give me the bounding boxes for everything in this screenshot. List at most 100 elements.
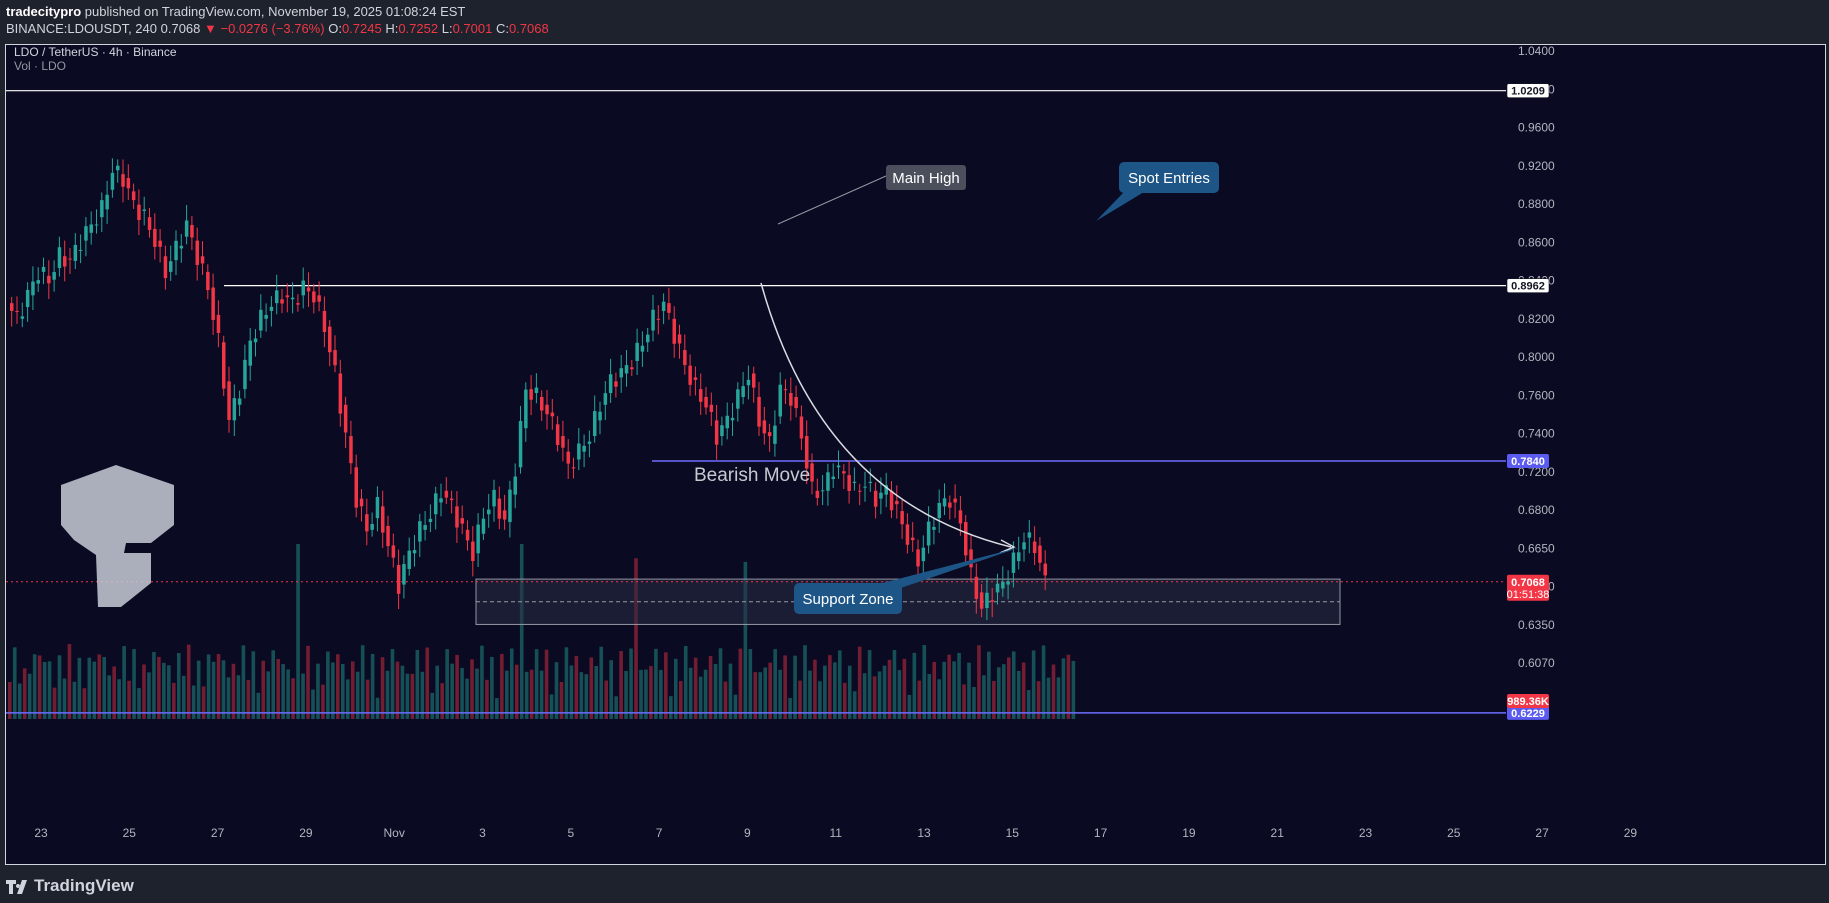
price-axis-badge-value: 0.7068: [1511, 577, 1545, 589]
volume-bar: [1041, 645, 1046, 719]
candle-body: [253, 338, 258, 343]
volume-bar: [226, 677, 231, 719]
chart-pane[interactable]: 1.04001.00000.96000.92000.88000.86000.84…: [5, 44, 1826, 865]
volume-bar: [176, 653, 181, 719]
main-high-label: Main High: [892, 170, 960, 187]
candle-body: [73, 244, 78, 261]
candle-body: [126, 178, 131, 189]
candle-body: [455, 506, 459, 528]
candle-body: [492, 489, 496, 507]
volume-bar: [445, 649, 449, 719]
time-tick-label: 19: [1182, 826, 1196, 840]
last-price: 0.7068: [160, 21, 201, 36]
volume-bar: [365, 679, 370, 719]
candle-body: [826, 472, 830, 491]
candle-body: [720, 425, 724, 437]
chart-legend-title: LDO / TetherUS · 4h · Binance: [14, 45, 177, 59]
candle-body: [524, 389, 528, 429]
main-high-pointer: [777, 175, 887, 225]
volume-bar: [470, 659, 474, 719]
volume-bar: [733, 694, 738, 719]
volume-bar: [818, 681, 822, 719]
volume-bar: [22, 668, 27, 719]
candle-body: [41, 266, 46, 272]
candle-body: [10, 303, 14, 311]
volume-bar: [276, 659, 280, 719]
high-value: 0.7252: [398, 21, 439, 36]
price-axis-badge: [1507, 574, 1549, 601]
symbol-ohlc-line: BINANCE:LDOUSDT, 240 0.7068 ▼ −0.0276 (−…: [6, 21, 549, 36]
volume-bar: [569, 665, 574, 719]
candle-body: [423, 525, 427, 530]
candle-body: [15, 310, 19, 312]
candle-body: [810, 463, 814, 482]
candle-body: [577, 443, 581, 460]
candle-body: [900, 511, 904, 525]
volume-bar: [882, 665, 887, 719]
volume-bar: [947, 654, 951, 719]
volume-bar: [122, 646, 126, 719]
volume-bar: [186, 644, 191, 719]
volume-bar: [261, 660, 266, 719]
volume-bar: [340, 663, 345, 719]
candle-body: [105, 194, 109, 210]
time-tick-label: 7: [656, 826, 663, 840]
time-tick-label: 5: [567, 826, 574, 840]
volume-bar: [768, 662, 773, 719]
volume-bar: [107, 675, 111, 719]
volume-bar: [758, 672, 763, 719]
volume-bar: [117, 679, 121, 719]
candle-body: [683, 350, 687, 366]
price-tick-label: 0.6350: [1518, 618, 1555, 632]
volume-bar: [216, 654, 221, 719]
volume-bar: [539, 670, 544, 719]
volume-bar: [544, 649, 549, 719]
candle-body: [184, 220, 189, 237]
close-label: C:: [495, 21, 509, 36]
volume-bar: [624, 670, 628, 719]
candle-body: [550, 412, 555, 417]
volume-bar: [375, 697, 380, 719]
volume-bar: [435, 665, 440, 719]
candle-body: [89, 224, 93, 233]
chart-canvas[interactable]: 1.04001.00000.96000.92000.88000.86000.84…: [6, 45, 1825, 864]
volume-bar: [8, 682, 12, 719]
volume-bar: [644, 669, 648, 719]
author-name[interactable]: tradecitypro: [6, 4, 82, 19]
volume-bar: [639, 669, 643, 719]
time-tick-label: 25: [1447, 826, 1461, 840]
volume-bar: [892, 649, 897, 719]
volume-bar: [927, 673, 932, 719]
tradingview-brand[interactable]: TradingView: [6, 876, 134, 896]
volume-bar: [157, 656, 161, 719]
volume-bar: [783, 655, 787, 719]
open-value: 0.7245: [341, 21, 382, 36]
candle-body: [333, 350, 337, 366]
volume-bar: [683, 645, 688, 719]
support-zone-callout-bg: [794, 583, 902, 614]
volume-bar: [72, 681, 77, 719]
volume-bar: [833, 662, 837, 719]
candle-body: [704, 396, 708, 408]
volume-bar: [693, 657, 698, 719]
candle-body: [746, 379, 751, 386]
spot-entries-label: Spot Entries: [1128, 170, 1210, 187]
candle-body: [407, 550, 411, 569]
candle-body: [656, 318, 661, 320]
volume-bar: [505, 670, 509, 719]
candle-body: [884, 485, 888, 495]
candle-body: [290, 297, 295, 300]
volume-bar: [659, 669, 663, 719]
candle-body: [921, 547, 926, 562]
candle-body: [63, 256, 67, 267]
volume-bar: [519, 544, 524, 719]
volume-bar: [1021, 662, 1026, 719]
volume-bar: [32, 654, 37, 719]
price-axis-badge-value: 0.7840: [1511, 456, 1545, 468]
volume-bar: [291, 678, 295, 719]
volume-bar: [554, 662, 559, 719]
volume-bar: [619, 651, 623, 719]
candle-body: [1006, 581, 1010, 585]
time-tick-label: 27: [1535, 826, 1549, 840]
volume-bar: [703, 669, 708, 719]
